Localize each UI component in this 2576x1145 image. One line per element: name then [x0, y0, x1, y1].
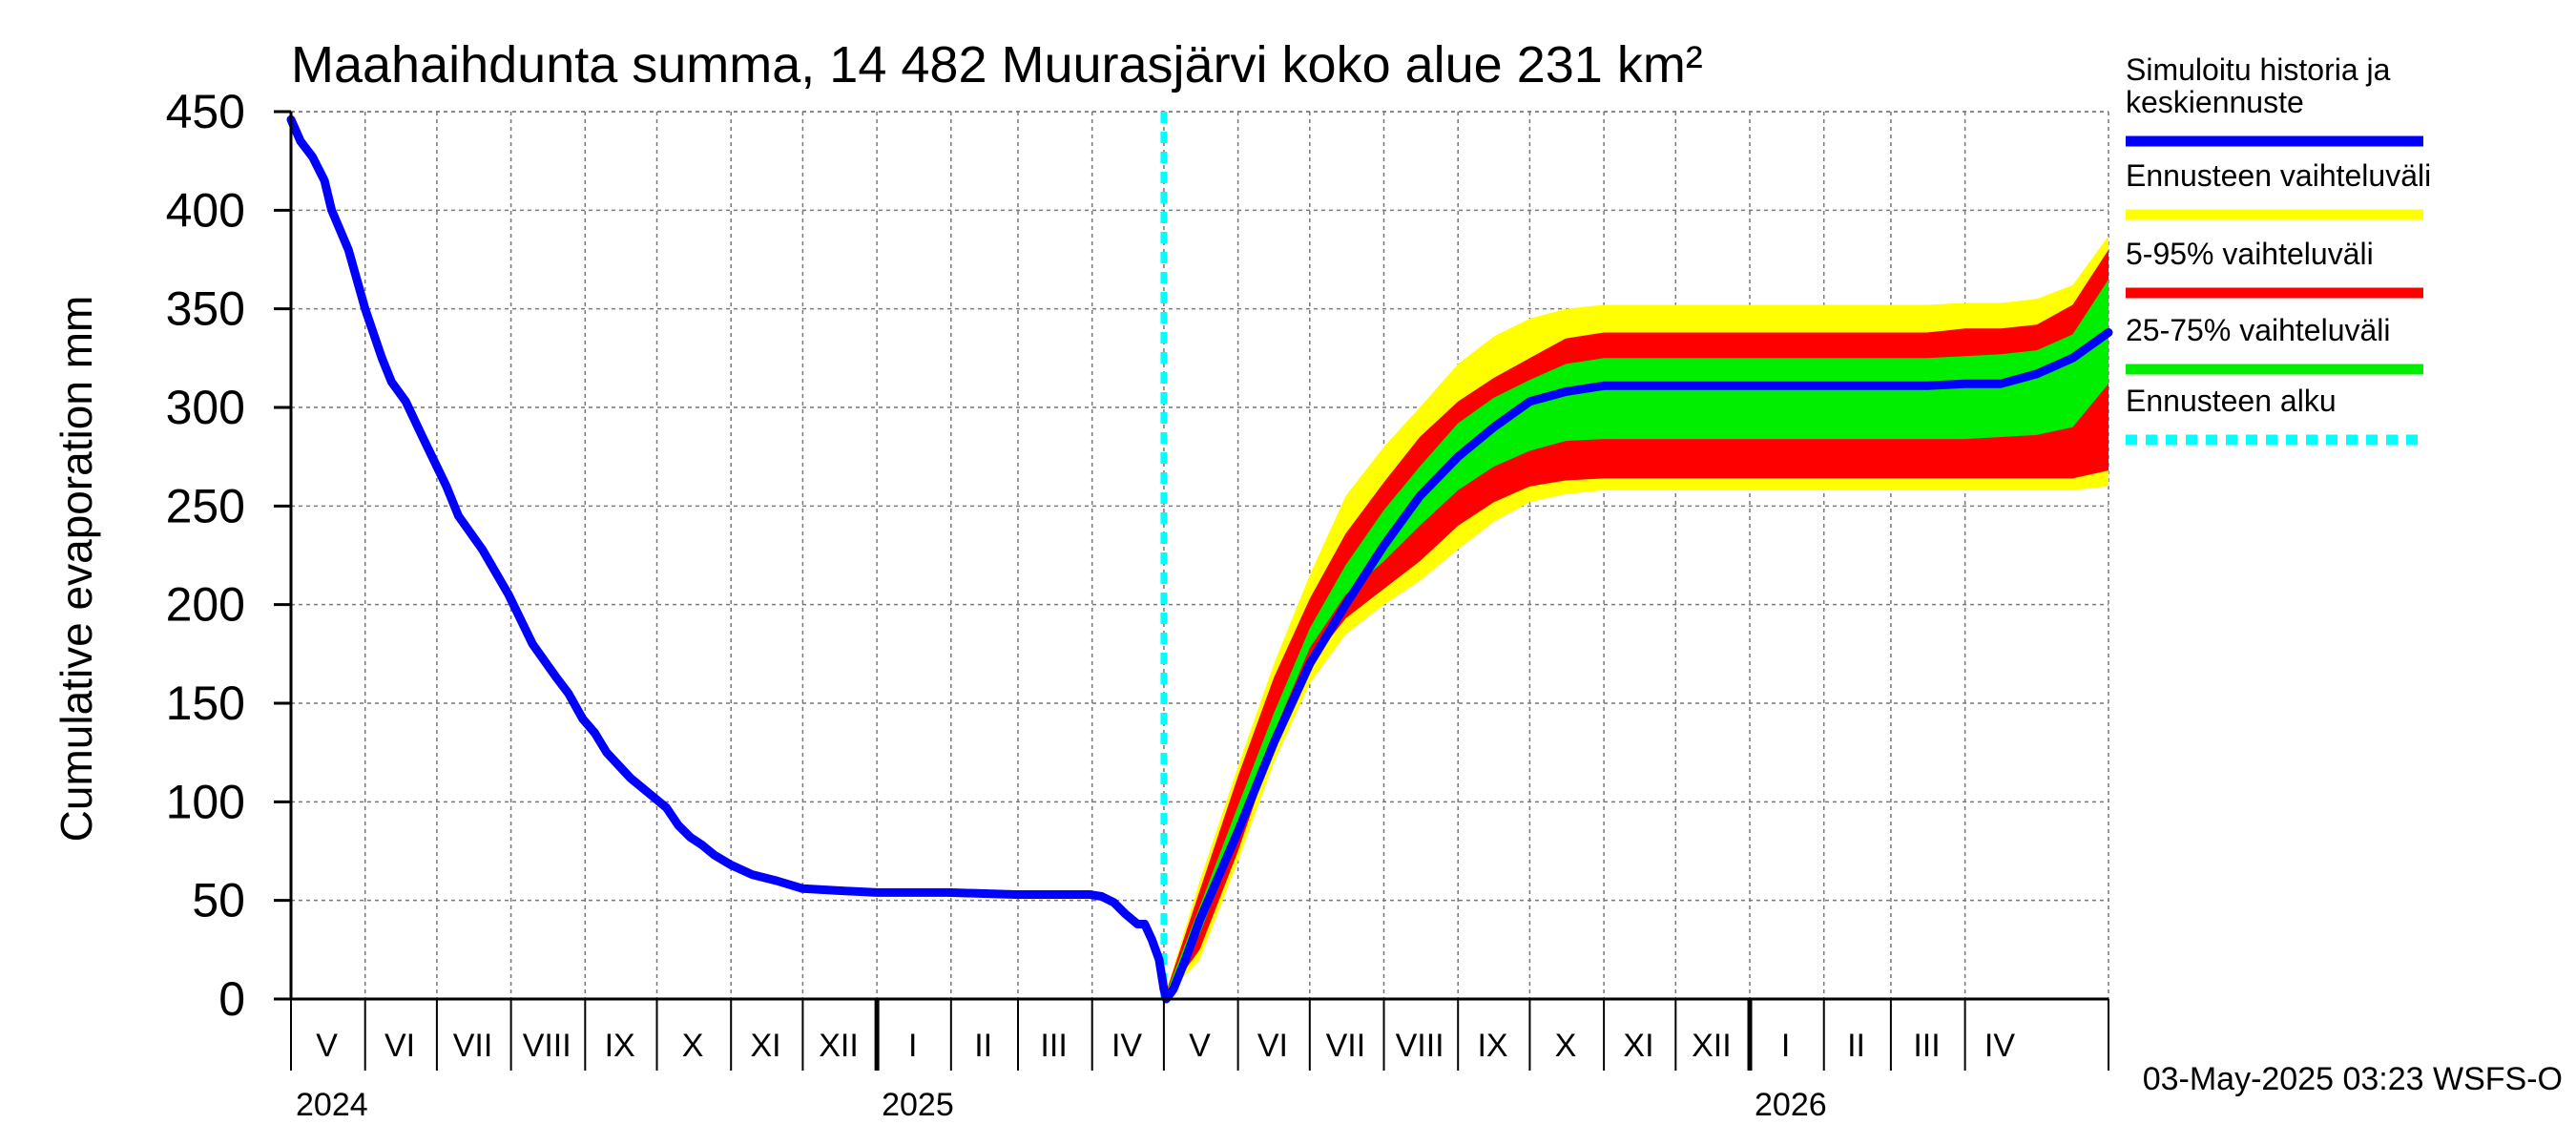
month-label-21: II	[1847, 1028, 1865, 1064]
month-label-15: VIII	[1396, 1028, 1444, 1064]
year-label-0: 2024	[296, 1087, 368, 1123]
month-label-8: I	[908, 1028, 917, 1064]
month-label-0: V	[316, 1028, 338, 1064]
axes	[274, 110, 2109, 1071]
legend-label-4: Ennusteen alku	[2126, 384, 2337, 418]
grid-lines	[291, 111, 2109, 999]
y-tick-label-1: 50	[192, 874, 245, 927]
month-label-12: V	[1189, 1028, 1211, 1064]
y-tick-label-4: 200	[166, 578, 245, 632]
month-label-10: III	[1040, 1028, 1067, 1064]
y-tick-label-2: 100	[166, 775, 245, 828]
y-tick-label-3: 150	[166, 677, 245, 730]
month-label-3: VIII	[523, 1028, 571, 1064]
month-label-18: XI	[1623, 1028, 1653, 1064]
legend-label-0: Simuloitu historia ja	[2126, 52, 2391, 87]
month-label-14: VII	[1326, 1028, 1366, 1064]
year-label-1: 2025	[882, 1087, 954, 1123]
month-label-4: IX	[605, 1028, 635, 1064]
month-label-6: XI	[750, 1028, 780, 1064]
month-label-7: XII	[819, 1028, 859, 1064]
month-label-19: XII	[1692, 1028, 1732, 1064]
y-tick-label-0: 0	[218, 972, 245, 1026]
legend-label-0-1: keskiennuste	[2126, 85, 2304, 119]
month-label-20: I	[1781, 1028, 1790, 1064]
month-label-22: III	[1913, 1028, 1940, 1064]
legend-label-2: 5-95% vaihteluväli	[2126, 237, 2374, 271]
y-tick-label-6: 300	[166, 381, 245, 434]
month-label-1: VI	[384, 1028, 415, 1064]
month-label-9: II	[974, 1028, 992, 1064]
forecast-bands	[1163, 236, 2109, 999]
month-label-2: VII	[453, 1028, 493, 1064]
band-2	[1163, 279, 2109, 999]
y-tick-label-8: 400	[166, 183, 245, 237]
month-label-16: IX	[1477, 1028, 1507, 1064]
y-tick-label-7: 350	[166, 282, 245, 336]
y-tick-label-9: 450	[166, 85, 245, 138]
legend-label-3: 25-75% vaihteluväli	[2126, 313, 2391, 347]
month-label-17: X	[1555, 1028, 1577, 1064]
month-label-23: IV	[1984, 1028, 2015, 1064]
year-label-2: 2026	[1755, 1087, 1827, 1123]
month-label-11: IV	[1111, 1028, 1142, 1064]
y-tick-labels: 0 50 100 150 200 250 300 350 400 450	[166, 85, 245, 1026]
y-tick-label-5: 250	[166, 479, 245, 532]
x-month-labels: V VI VII VIII IX X XI XII I II III IV V VI VII VIII IX X X…	[316, 1028, 2015, 1064]
month-label-13: VI	[1257, 1028, 1288, 1064]
y-axis-label: Cumulative evaporation mm	[52, 296, 101, 843]
x-year-labels: 2024 2025 2026	[296, 1087, 1827, 1123]
month-label-5: X	[682, 1028, 704, 1064]
series-lines	[286, 114, 2113, 1004]
legend-label-1: Ennusteen vaihteluväli	[2126, 158, 2431, 193]
series-mean-line	[286, 114, 2113, 1004]
footer-timestamp: 03-May-2025 03:23 WSFS-O	[2143, 1061, 2563, 1097]
chart-title: Maahaihdunta summa, 14 482 Muurasjärvi k…	[291, 36, 1703, 94]
